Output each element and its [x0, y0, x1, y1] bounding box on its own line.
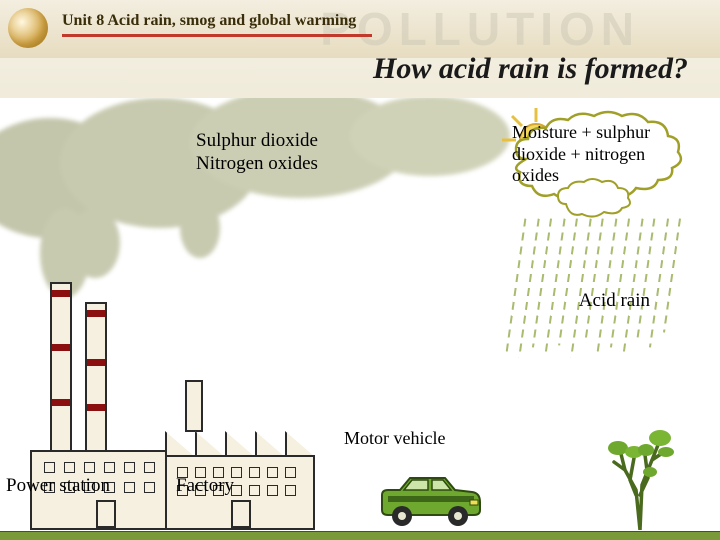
motor-vehicle-label: Motor vehicle — [344, 428, 445, 450]
factory-icon — [165, 380, 315, 530]
main-title: How acid rain is formed? — [373, 52, 688, 86]
diagram-area: Sulphur dioxide Nitrogen oxides Moisture… — [0, 98, 720, 540]
slide-bg: POLLUTION Unit 8 Acid rain, smog and glo… — [0, 0, 720, 540]
tree-icon — [590, 400, 690, 530]
ground — [0, 532, 720, 540]
accent-line — [62, 34, 372, 37]
unit-title: Unit 8 Acid rain, smog and global warmin… — [62, 12, 356, 30]
factory-label: Factory — [176, 475, 234, 498]
rain-icon — [510, 218, 680, 358]
emissions-label: Sulphur dioxide Nitrogen oxides — [196, 130, 318, 176]
cloud-mix-label: Moisture + sulphur dioxide + nitrogen ox… — [512, 122, 672, 187]
acid-rain-label: Acid rain — [579, 290, 650, 313]
smoke-plume-icon — [0, 98, 530, 258]
header-logo-icon — [8, 8, 48, 48]
power-station-label: Power station — [6, 475, 110, 498]
header-bar: POLLUTION Unit 8 Acid rain, smog and glo… — [0, 0, 720, 58]
car-icon — [370, 470, 490, 530]
watermark-text: POLLUTION — [320, 2, 640, 56]
